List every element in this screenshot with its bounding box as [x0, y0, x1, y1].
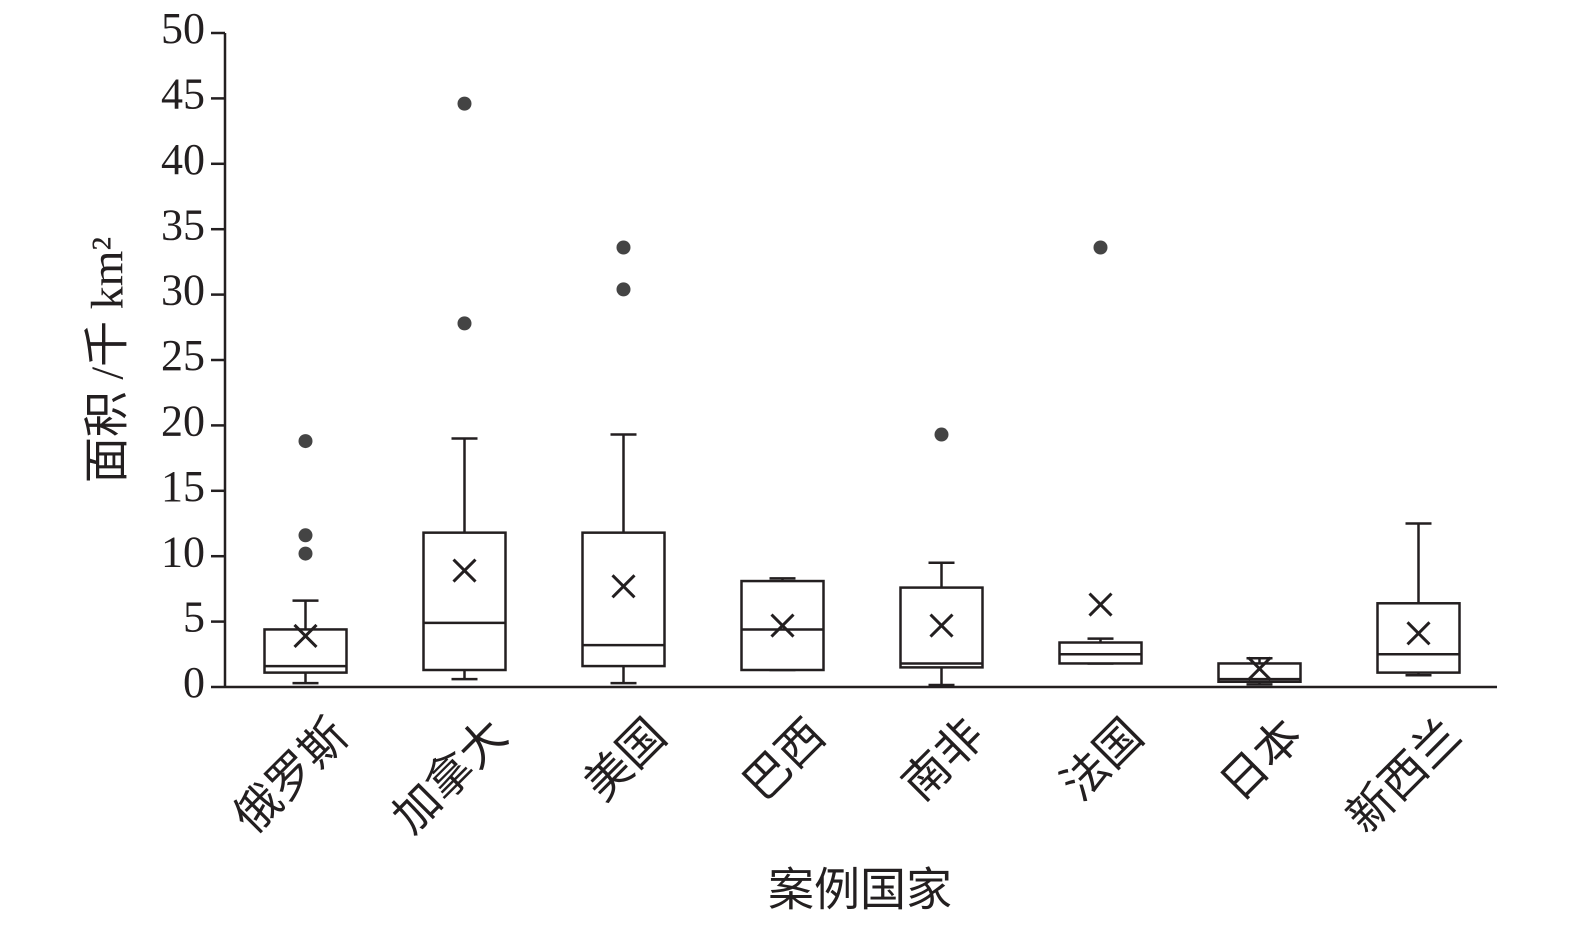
x-tick-label: 法国 — [1052, 709, 1153, 810]
x-tick-label: 南非 — [893, 709, 994, 810]
box — [581, 531, 666, 668]
x-tick-label: 巴西 — [734, 709, 835, 810]
outlier — [298, 528, 313, 543]
outlier — [457, 96, 472, 111]
box — [1058, 641, 1143, 665]
mean-marker — [611, 574, 636, 599]
outlier — [298, 546, 313, 561]
y-tick-label: 25 — [161, 331, 205, 380]
outlier — [616, 240, 631, 255]
mean-marker — [770, 613, 795, 638]
y-tick-label: 5 — [183, 593, 205, 642]
x-axis-title: 案例国家 — [768, 865, 952, 916]
mean-marker — [1406, 621, 1431, 646]
y-tick-label: 50 — [161, 4, 205, 53]
outlier — [457, 316, 472, 331]
mean-marker — [452, 558, 477, 583]
outlier — [616, 282, 631, 297]
y-tick-label: 20 — [161, 396, 205, 445]
mean-marker — [1088, 592, 1113, 617]
box — [1217, 662, 1302, 684]
mean-marker — [1247, 656, 1272, 681]
box — [422, 531, 507, 672]
y-tick-label: 30 — [161, 266, 205, 315]
outlier — [934, 427, 949, 442]
box — [1376, 602, 1461, 674]
x-tick-label: 加拿大 — [383, 709, 517, 843]
x-tick-label: 日本 — [1211, 709, 1312, 810]
x-tick-label: 美国 — [575, 709, 676, 810]
outlier — [1093, 240, 1108, 255]
x-tick-label: 俄罗斯 — [224, 709, 358, 843]
outlier — [298, 434, 313, 449]
y-axis-title: 面积 /千 km² — [82, 237, 133, 483]
x-tick-label: 新西兰 — [1337, 709, 1471, 843]
y-tick-label: 45 — [161, 69, 205, 118]
mean-marker — [929, 613, 954, 638]
y-tick-label: 40 — [161, 135, 205, 184]
y-tick-label: 10 — [161, 527, 205, 576]
mean-marker — [293, 623, 318, 649]
y-tick-label: 0 — [183, 658, 205, 707]
y-tick-label: 15 — [161, 462, 205, 511]
y-tick-label: 35 — [161, 200, 205, 249]
